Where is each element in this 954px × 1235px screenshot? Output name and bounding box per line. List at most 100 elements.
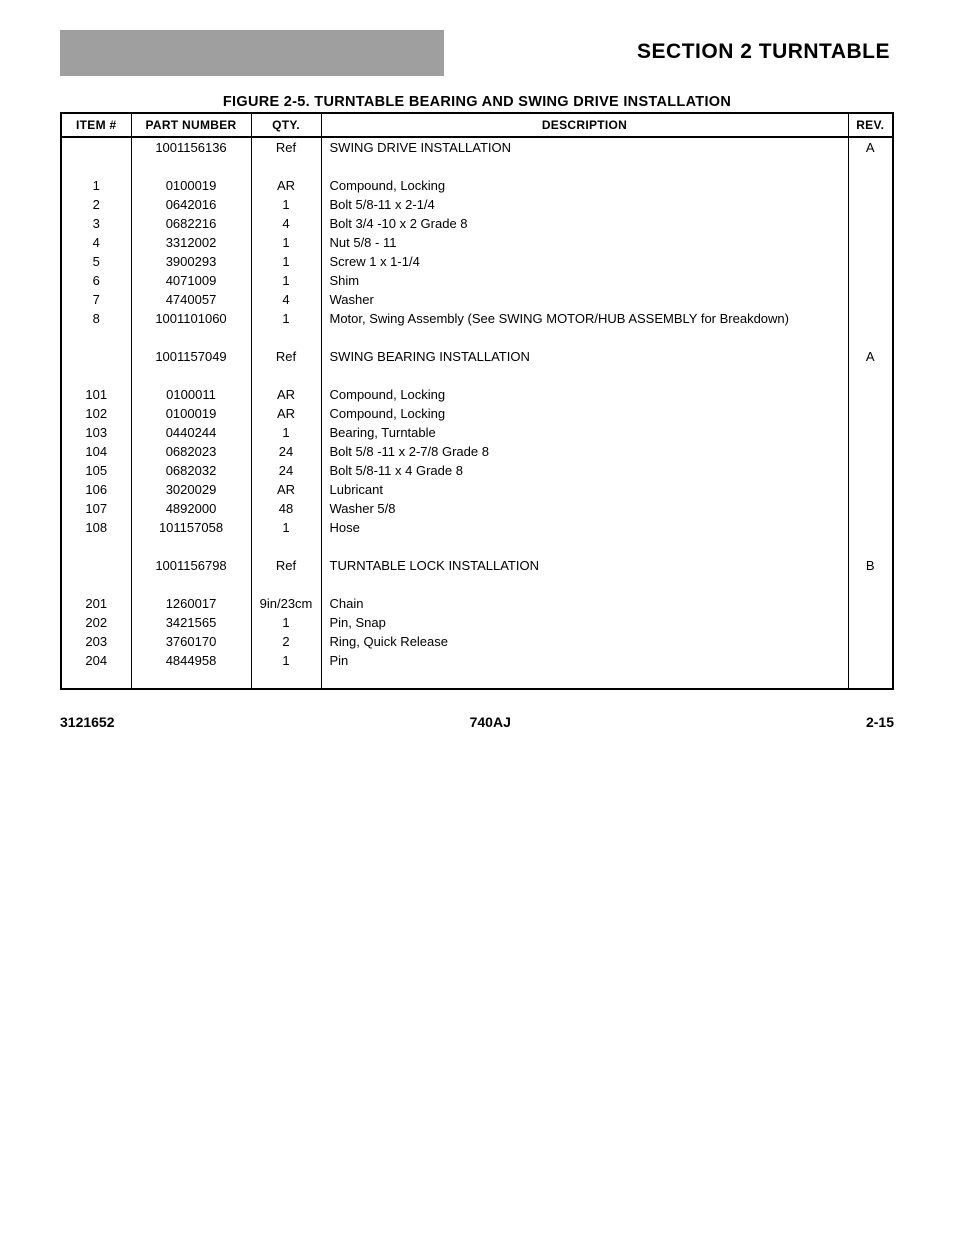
cell-item: 201	[61, 594, 131, 613]
page-footer: 3121652 740AJ 2-15	[60, 714, 894, 730]
cell-item: 8	[61, 309, 131, 328]
cell-desc: Compound, Locking	[321, 176, 848, 195]
table-row	[61, 328, 893, 347]
cell-item: 7	[61, 290, 131, 309]
filler-cell	[131, 670, 251, 689]
spacer-cell	[251, 328, 321, 347]
spacer-cell	[321, 157, 848, 176]
spacer-cell	[131, 537, 251, 556]
cell-desc: Bearing, Turntable	[321, 423, 848, 442]
cell-desc: Bolt 5/8 -11 x 2-7/8 Grade 8	[321, 442, 848, 461]
cell-part: 0682216	[131, 214, 251, 233]
table-row: 10304402441Bearing, Turntable	[61, 423, 893, 442]
cell-rev	[848, 442, 893, 461]
cell-item: 102	[61, 404, 131, 423]
col-header-rev: REV.	[848, 113, 893, 137]
cell-rev	[848, 176, 893, 195]
table-row: 206420161Bolt 5/8-11 x 2-1/4	[61, 195, 893, 214]
table-row: 20112600179in/23cmChain	[61, 594, 893, 613]
table-row: 1081011570581Hose	[61, 518, 893, 537]
cell-desc: Ring, Quick Release	[321, 632, 848, 651]
spacer-cell	[61, 575, 131, 594]
spacer-cell	[251, 157, 321, 176]
cell-part: 101157058	[131, 518, 251, 537]
col-header-desc: DESCRIPTION	[321, 113, 848, 137]
cell-part: 3312002	[131, 233, 251, 252]
cell-part: 0440244	[131, 423, 251, 442]
spacer-cell	[61, 157, 131, 176]
cell-part: 1260017	[131, 594, 251, 613]
table-row	[61, 157, 893, 176]
table-row	[61, 575, 893, 594]
cell-desc: Washer 5/8	[321, 499, 848, 518]
cell-desc: Bolt 3/4 -10 x 2 Grade 8	[321, 214, 848, 233]
spacer-cell	[131, 328, 251, 347]
table-row: 1001156798RefTURNTABLE LOCK INSTALLATION…	[61, 556, 893, 575]
spacer-cell	[131, 366, 251, 385]
cell-rev: A	[848, 347, 893, 366]
cell-qty: 48	[251, 499, 321, 518]
cell-desc: Washer	[321, 290, 848, 309]
spacer-cell	[848, 575, 893, 594]
cell-rev	[848, 613, 893, 632]
cell-rev	[848, 480, 893, 499]
cell-part: 0682023	[131, 442, 251, 461]
table-row: 1001156136RefSWING DRIVE INSTALLATIONA	[61, 137, 893, 157]
cell-item	[61, 556, 131, 575]
cell-item: 5	[61, 252, 131, 271]
cell-item: 105	[61, 461, 131, 480]
cell-rev	[848, 594, 893, 613]
cell-desc: Pin	[321, 651, 848, 670]
cell-desc: Bolt 5/8-11 x 4 Grade 8	[321, 461, 848, 480]
table-row: 20448449581Pin	[61, 651, 893, 670]
table-row: 20337601702Ring, Quick Release	[61, 632, 893, 651]
cell-item: 104	[61, 442, 131, 461]
cell-qty: 1	[251, 309, 321, 328]
table-row: 1020100019ARCompound, Locking	[61, 404, 893, 423]
table-row: 1001157049RefSWING BEARING INSTALLATIONA	[61, 347, 893, 366]
table-row: 433120021Nut 5/8 - 11	[61, 233, 893, 252]
spacer-cell	[251, 537, 321, 556]
spacer-cell	[321, 575, 848, 594]
cell-desc: Bolt 5/8-11 x 2-1/4	[321, 195, 848, 214]
cell-desc: Screw 1 x 1-1/4	[321, 252, 848, 271]
cell-qty: Ref	[251, 137, 321, 157]
cell-part: 4892000	[131, 499, 251, 518]
cell-desc: TURNTABLE LOCK INSTALLATION	[321, 556, 848, 575]
cell-rev	[848, 651, 893, 670]
table-row: 306822164Bolt 3/4 -10 x 2 Grade 8	[61, 214, 893, 233]
cell-item: 4	[61, 233, 131, 252]
table-row: 640710091Shim	[61, 271, 893, 290]
cell-desc: Compound, Locking	[321, 404, 848, 423]
cell-part: 0642016	[131, 195, 251, 214]
cell-rev	[848, 271, 893, 290]
cell-qty: 9in/23cm	[251, 594, 321, 613]
filler-row	[61, 670, 893, 689]
spacer-cell	[321, 328, 848, 347]
table-row: 1010100011ARCompound, Locking	[61, 385, 893, 404]
cell-rev	[848, 195, 893, 214]
spacer-cell	[131, 575, 251, 594]
cell-part: 1001156136	[131, 137, 251, 157]
cell-desc: Pin, Snap	[321, 613, 848, 632]
cell-qty: 1	[251, 233, 321, 252]
table-header-row: ITEM # PART NUMBER QTY. DESCRIPTION REV.	[61, 113, 893, 137]
cell-rev: B	[848, 556, 893, 575]
cell-part: 4740057	[131, 290, 251, 309]
cell-qty: 4	[251, 214, 321, 233]
table-row: 107489200048Washer 5/8	[61, 499, 893, 518]
cell-qty: 1	[251, 423, 321, 442]
cell-qty: AR	[251, 404, 321, 423]
cell-rev	[848, 461, 893, 480]
cell-part: 3421565	[131, 613, 251, 632]
cell-qty: Ref	[251, 347, 321, 366]
cell-part: 0100019	[131, 176, 251, 195]
col-header-item: ITEM #	[61, 113, 131, 137]
cell-rev	[848, 385, 893, 404]
cell-item: 1	[61, 176, 131, 195]
cell-rev: A	[848, 137, 893, 157]
cell-rev	[848, 233, 893, 252]
cell-qty: AR	[251, 176, 321, 195]
spacer-cell	[848, 366, 893, 385]
filler-cell	[848, 670, 893, 689]
